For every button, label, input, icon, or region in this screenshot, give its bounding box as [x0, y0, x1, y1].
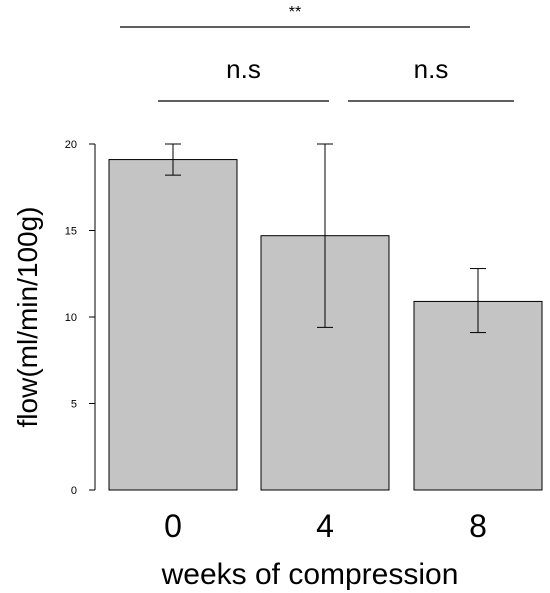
- y-tick-label: 10: [65, 312, 77, 324]
- error-bar-week-0: [165, 143, 181, 176]
- y-tick-label: 15: [65, 226, 77, 238]
- y-axis: [89, 143, 96, 491]
- significance-label: n.s: [226, 54, 261, 84]
- x-tick-label: 8: [469, 508, 487, 544]
- y-axis-label: flow(ml/min/100g): [12, 207, 43, 428]
- significance-bracket: **: [120, 4, 470, 28]
- significance-annotations: ** n.s n.s: [120, 4, 514, 102]
- y-tick-label: 20: [65, 139, 77, 151]
- x-axis-label: weeks of compression: [161, 558, 459, 591]
- y-tick-label: 5: [71, 399, 77, 411]
- error-bar-week-4: [317, 143, 333, 328]
- significance-bracket: n.s: [348, 54, 514, 102]
- significance-bracket: n.s: [158, 54, 329, 102]
- significance-label: **: [289, 4, 301, 21]
- bars-layer: [108, 143, 543, 491]
- x-tick-label: 4: [316, 508, 334, 544]
- y-tick-labels: 0 5 10 15 20: [65, 139, 77, 497]
- significance-label: n.s: [414, 54, 449, 84]
- x-tick-labels: 0 4 8: [164, 508, 487, 544]
- y-tick-label: 0: [71, 485, 77, 497]
- error-bar-week-8: [470, 268, 486, 334]
- bar-week-0: [108, 159, 238, 491]
- x-tick-label: 0: [164, 508, 182, 544]
